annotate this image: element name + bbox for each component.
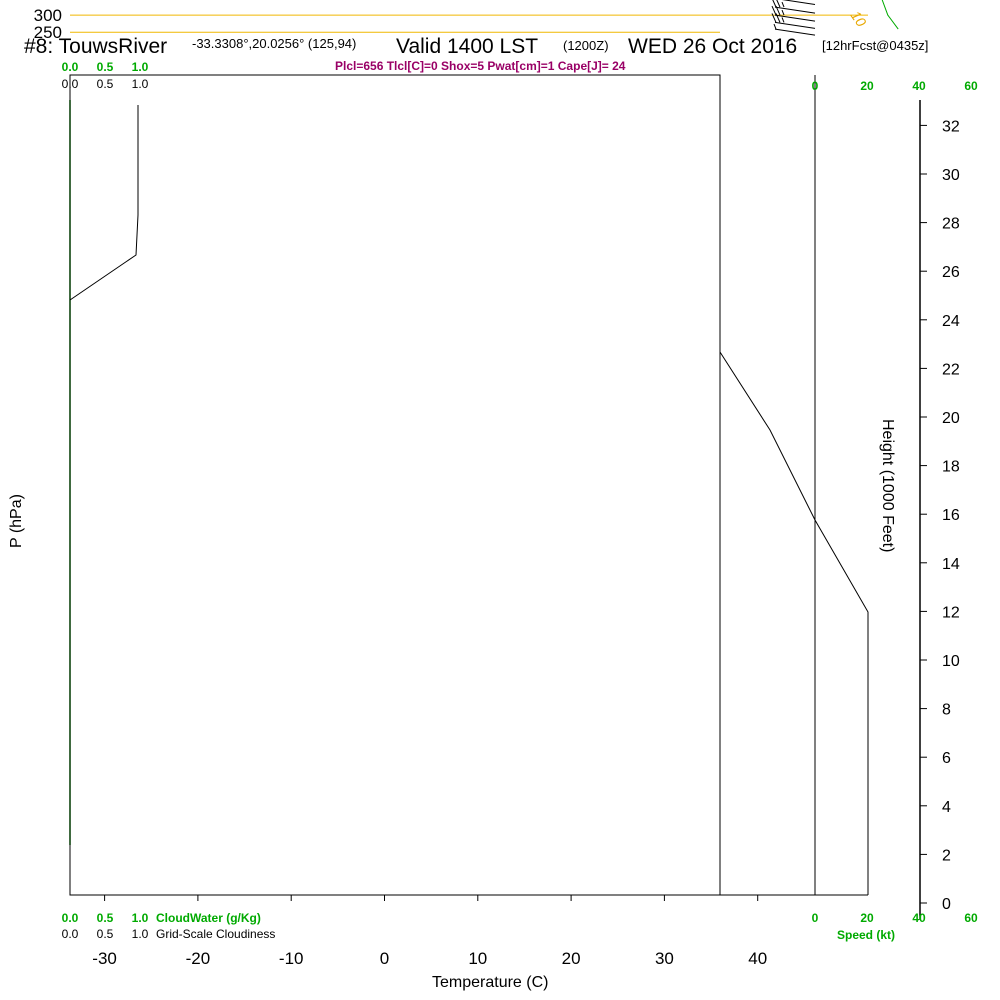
cloudwater-top-tick-label: 1.0 [132,60,149,74]
wind-barb-staff [781,0,816,5]
cloudiness-bottom-tick-label: 0.0 [62,927,79,941]
cloudiness-trace [69,105,139,301]
forecast-tag: [12hrFcst@0435z] [822,38,928,53]
cloudwater-bottom-tick-label: 0.5 [97,911,114,925]
height-tick-label: 16 [942,507,960,524]
height-tick-label: 24 [942,313,960,330]
height-tick-label: 4 [942,799,951,816]
pressure-tick-label: 250 [34,23,62,42]
plot-frame [69,74,721,896]
cloudiness-label: Grid-Scale Cloudiness [156,927,275,941]
y-axis-title: P (hPa) [8,494,25,548]
cloudiness-panel: 0.00.00.00.00.50.50.50.51.01.01.01.0 [62,60,149,941]
height-tick-label: 12 [942,604,960,621]
cloudwater-top-tick-label: 0.5 [97,60,114,74]
speed-bottom-tick-label: 0 [812,911,819,925]
station-location: -33.3308°,20.0256° (125,94) [192,36,356,51]
speed-top-tick-label: 40 [912,79,926,93]
height-tick-label: 32 [942,118,960,135]
wind-barb [773,23,816,36]
height-tick-label: 20 [942,410,960,427]
isotherm-line [977,0,1000,32]
height-tick-label: 8 [942,702,951,719]
height-tick-label: 26 [942,264,960,281]
wind-envelope-line [719,351,869,895]
isotherm-labels: 100-10-20-300102030 [848,8,870,30]
temperature-tick-label: 20 [562,949,581,968]
cloudiness-bottom-tick-label: 0.5 [97,927,114,941]
height-tick-label: 18 [942,459,960,476]
temperature-tick-label: 10 [468,949,487,968]
wind-barb-flag [771,5,777,16]
wind-barb [771,5,816,22]
temperature-tick-label: -30 [92,949,117,968]
x-axis-title: Temperature (C) [432,974,548,991]
isotherm-lines [977,0,1000,32]
pressure-tick-label: 300 [34,6,62,25]
cloudwater-bottom-tick-label: 1.0 [132,911,149,925]
wind-barb [772,0,816,14]
cloudiness-top-tick-label: 1.0 [132,77,149,91]
height-tick-label: 22 [942,361,960,378]
speed-bottom-tick-label: 60 [964,911,978,925]
wind-barb-staff [774,6,816,14]
wind-barb-half-flag [781,9,785,16]
stability-params: Plcl=656 Tlcl[C]=0 Shox=5 Pwat[cm]=1 Cap… [335,59,626,73]
wind-barb-staff [774,28,816,36]
speed-top-tick-label: 20 [860,79,874,93]
cloudiness-top-tick-label: 0.5 [97,77,114,91]
speed-bottom-tick-label: 20 [860,911,874,925]
isotherm-label: 10 [848,8,870,30]
height-tick-label: 6 [942,750,951,767]
speed-bottom-tick-label: 40 [912,911,926,925]
wind-barb-flag [776,0,781,8]
cloudwater-top-tick-label: 0.0 [62,60,79,74]
height-tick-label: 14 [942,556,960,573]
valid-time: Valid 1400 LST [396,35,538,58]
valid-date: WED 26 Oct 2016 [628,35,797,58]
cloudwater-bottom-tick-label: 0.0 [62,911,79,925]
wind-barb-flag [772,0,777,8]
speed-top-tick-label: 60 [964,79,978,93]
wind-barb-half-flag [773,23,777,30]
height-tick-label: 28 [942,216,960,233]
station-title: #8: TouwsRiver [24,35,167,58]
wind-barb-staff [774,14,816,22]
height-tick-label: 2 [942,847,951,864]
speed-label: Speed (kt) [837,928,895,942]
wind-barb [781,0,816,5]
temperature-tick-label: -10 [279,949,304,968]
wind-barb-staff [774,21,816,29]
cloudwater-label: CloudWater (g/Kg) [156,911,261,925]
isobar-lines [70,14,868,33]
height-tick-label: 30 [942,167,960,184]
height-tick-label: 0 [942,896,951,913]
zulu-time: (1200Z) [563,38,609,53]
wind-barb-half-flag [781,17,785,23]
height-tick-label: 10 [942,653,960,670]
speed-top-tick-label: 0 [812,79,819,93]
wind-barb-flag [771,13,777,23]
temperature-tick-label: 40 [748,949,767,968]
temperature-tick-label: 0 [380,949,389,968]
wind-barb-half-flag [781,1,785,8]
height-axis-title: Height (1000 Feet) [879,419,896,552]
cloudiness-bottom-tick-label: 1.0 [132,927,149,941]
temperature-tick-label: 30 [655,949,674,968]
temperature-tick-label: -20 [186,949,211,968]
